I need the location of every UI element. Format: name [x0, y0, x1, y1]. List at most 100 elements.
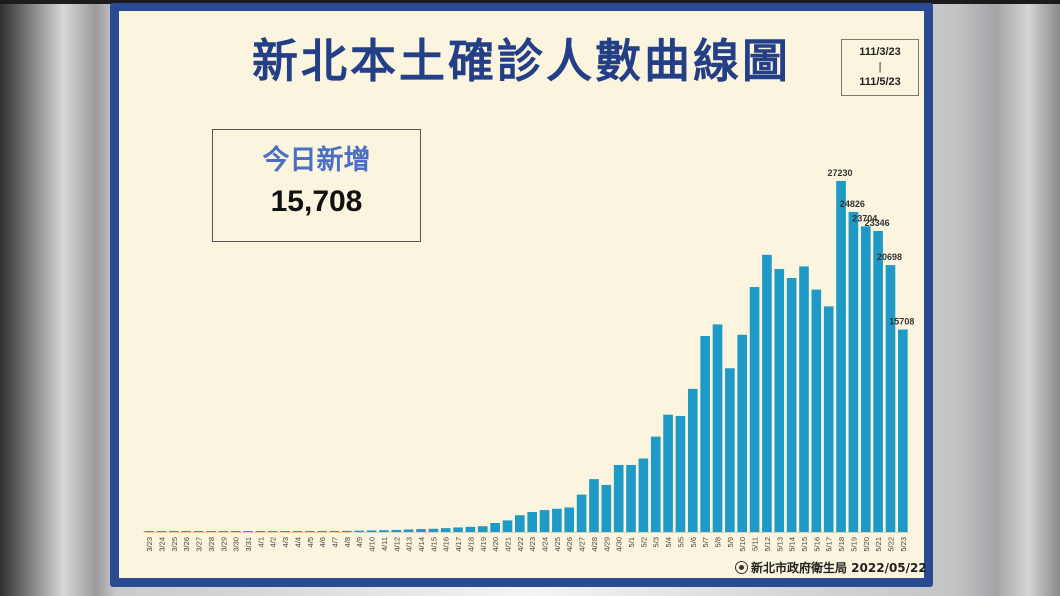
x-tick-label: 4/7	[331, 537, 340, 547]
data-label-5/21: 23346	[865, 218, 890, 228]
bar-4/30	[613, 464, 624, 532]
x-tick-label: 4/10	[368, 537, 377, 552]
bar-4/25	[552, 508, 562, 532]
bar-5/16	[811, 289, 822, 532]
bar-5/18	[836, 180, 846, 532]
bar-5/8	[712, 324, 723, 532]
date-range-start: 111/3/23	[859, 46, 901, 58]
today-new-cases-box: 今日新增 15,708	[212, 129, 421, 242]
x-tick-label: 5/9	[726, 537, 735, 547]
x-tick-label: 3/27	[195, 537, 204, 552]
x-tick-label: 4/9	[355, 537, 364, 547]
x-tick-label: 4/20	[491, 537, 500, 552]
bar-5/11	[749, 287, 760, 532]
x-tick-label: 5/18	[837, 537, 846, 552]
bar-5/10	[737, 334, 748, 532]
bar-3/27	[193, 531, 204, 532]
bar-4/20	[490, 522, 500, 533]
date-range-end: 111/5/23	[859, 76, 901, 88]
x-tick-label: 4/28	[590, 537, 599, 552]
x-tick-label: 4/23	[528, 537, 537, 552]
x-tick-label: 5/5	[676, 537, 685, 547]
bar-4/11	[379, 530, 389, 533]
bar-5/6	[687, 388, 698, 532]
bar-4/3	[280, 531, 290, 532]
bar-4/28	[589, 479, 599, 532]
x-tick-label: 3/31	[244, 537, 253, 552]
bar-5/21	[873, 231, 883, 532]
x-tick-label: 4/1	[256, 537, 265, 547]
bar-4/2	[267, 531, 278, 532]
bar-chart: 3/23 3/24 3/25 3/26 3/27 3/28 3/29 3/30 3/31 4/1 4…	[143, 168, 914, 552]
x-tick-label: 5/4	[664, 537, 673, 547]
chart-frame: 新北本土確診人數曲線圖 111/3/23 | 111/5/23 今日新增 15,…	[110, 3, 933, 587]
bar-5/19	[848, 211, 859, 533]
bar-4/22	[515, 515, 525, 532]
x-tick-label: 4/21	[503, 537, 512, 552]
bar-5/20	[860, 226, 871, 532]
x-tick-label: 5/8	[714, 537, 723, 547]
footer-text: 新北市政府衛生局 2022/05/22	[751, 561, 927, 575]
x-tick-label: 4/29	[602, 537, 611, 552]
bar-4/8	[342, 530, 352, 532]
bar-4/16	[440, 528, 451, 532]
bar-5/14	[786, 278, 797, 532]
bar-5/1	[626, 464, 636, 532]
bar-5/3	[650, 436, 661, 532]
x-tick-label: 5/15	[800, 537, 809, 552]
x-tick-label: 4/27	[578, 537, 587, 552]
bar-3/23	[144, 531, 154, 532]
bar-5/23	[898, 329, 908, 532]
data-label-5/23: 15708	[889, 316, 914, 326]
bar-3/31	[243, 531, 253, 532]
x-tick-label: 4/19	[479, 537, 488, 552]
x-tick-label: 4/24	[541, 537, 550, 552]
bar-4/1	[255, 531, 266, 532]
bar-3/29	[218, 531, 229, 532]
x-tick-label: 5/13	[775, 537, 784, 552]
today-new-cases-label: 今日新增	[262, 145, 371, 176]
bar-5/13	[774, 268, 785, 532]
data-label-5/20: 23704	[852, 213, 877, 223]
bar-3/24	[156, 531, 167, 532]
x-tick-label: 3/25	[170, 537, 179, 552]
x-tick-label: 4/25	[553, 537, 562, 552]
bar-4/23	[527, 512, 537, 532]
top-band	[0, 0, 1060, 4]
x-tick-label: 4/15	[429, 537, 438, 552]
x-tick-label: 4/12	[392, 537, 401, 552]
bar-4/6	[317, 531, 327, 532]
x-tick-label: 5/23	[899, 537, 908, 552]
data-label-5/18: 27230	[828, 168, 853, 178]
data-label-5/19: 24826	[840, 199, 865, 209]
x-tick-label: 4/8	[343, 537, 352, 547]
x-tick-label: 5/16	[812, 537, 821, 552]
bar-4/19	[477, 526, 488, 532]
bar-4/24	[539, 510, 550, 532]
x-tick-label: 3/30	[232, 537, 241, 552]
x-tick-label: 5/10	[738, 537, 747, 552]
bar-3/25	[169, 531, 179, 532]
x-tick-label: 3/23	[145, 537, 154, 552]
bar-3/30	[230, 531, 241, 532]
bar-5/15	[799, 266, 809, 532]
x-tick-label: 5/3	[652, 537, 661, 547]
bar-4/18	[465, 526, 476, 532]
bar-4/4	[292, 531, 303, 532]
bar-4/29	[601, 484, 612, 532]
x-tick-label: 4/3	[281, 537, 290, 547]
bar-3/28	[206, 531, 216, 532]
x-tick-label: 4/11	[380, 537, 389, 551]
bar-4/14	[416, 529, 426, 532]
x-tick-label: 5/1	[627, 537, 636, 547]
x-tick-label: 5/12	[763, 537, 772, 552]
bar-4/10	[366, 530, 377, 532]
x-tick-label: 3/29	[219, 537, 228, 552]
x-tick-label: 5/14	[788, 537, 797, 552]
bar-4/13	[403, 529, 414, 532]
government-seal-icon	[735, 561, 748, 574]
x-tick-label: 4/30	[615, 537, 624, 552]
data-label-5/22: 20698	[877, 252, 902, 262]
x-tick-label: 5/7	[701, 537, 710, 547]
bar-4/5	[304, 531, 315, 532]
